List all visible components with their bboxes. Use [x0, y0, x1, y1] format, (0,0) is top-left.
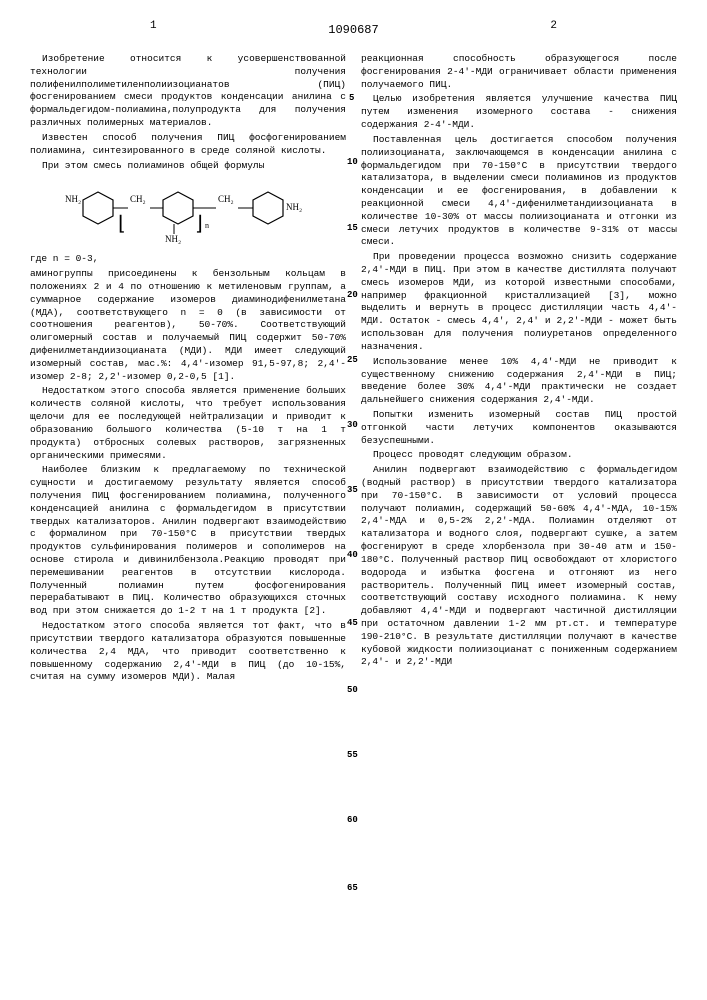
paragraph: Целью изобретения является улучшение кач…	[361, 93, 677, 131]
page-number-right: 2	[550, 20, 557, 32]
paragraph: Анилин подвергают взаимодействию с форма…	[361, 464, 677, 669]
svg-text:NH₂: NH₂	[65, 194, 81, 204]
line-number: 50	[347, 685, 358, 695]
line-number: 25	[347, 355, 358, 365]
line-number: 40	[347, 550, 358, 560]
paragraph: При этом смесь полиаминов общей формулы	[30, 160, 346, 173]
paragraph: При проведении процесса возможно снизить…	[361, 251, 677, 354]
text-columns: Изобретение относится к усовершенствован…	[30, 53, 677, 686]
paragraph: Известен способ получения ПИЦ фосфогенир…	[30, 132, 346, 158]
svg-text:n: n	[205, 221, 209, 230]
page-header: 1 1090687 2	[30, 20, 677, 38]
left-column: Изобретение относится к усовершенствован…	[30, 53, 346, 686]
paragraph: где n = 0-3,	[30, 253, 346, 266]
line-number: 10	[347, 157, 358, 167]
paragraph: Использование менее 10% 4,4'-МДИ не прив…	[361, 356, 677, 407]
paragraph: Недостатком этого способа является тот ф…	[30, 620, 346, 684]
svg-text:⌊: ⌊	[118, 213, 126, 235]
paragraph: Наиболее близким к предлагаемому по техн…	[30, 464, 346, 618]
page-number-left: 1	[150, 20, 157, 32]
line-number: 20	[347, 290, 358, 300]
svg-text:⌋: ⌋	[195, 213, 203, 235]
line-number: 15	[347, 223, 358, 233]
paragraph: аминогруппы присоединены к бензольным ко…	[30, 268, 346, 383]
right-column: реакционная способность образующегося по…	[361, 53, 677, 686]
svg-text:NH₂: NH₂	[286, 202, 302, 212]
paragraph: Попытки изменить изомерный состав ПИЦ пр…	[361, 409, 677, 447]
svg-text:CH₂: CH₂	[130, 194, 146, 204]
document-page: 1 1090687 2 5 10 15 20 25 30 35 40 45 50…	[0, 0, 707, 1000]
document-number: 1090687	[328, 23, 378, 37]
line-number: 35	[347, 485, 358, 495]
line-number: 5	[349, 93, 354, 103]
line-number: 55	[347, 750, 358, 760]
line-number: 65	[347, 883, 358, 893]
svg-text:NH₂: NH₂	[165, 234, 181, 244]
paragraph: реакционная способность образующегося по…	[361, 53, 677, 91]
line-number: 30	[347, 420, 358, 430]
paragraph: Поставленная цель достигается способом п…	[361, 134, 677, 249]
paragraph: Недостатком этого способа является приме…	[30, 385, 346, 462]
paragraph: Изобретение относится к усовершенствован…	[30, 53, 346, 130]
line-number: 45	[347, 618, 358, 628]
chemical-formula: NH₂ CH₂ NH₂ ⌊ ⌋ n CH₂ NH₂	[30, 180, 346, 245]
paragraph: Процесс проводят следующим образом.	[361, 449, 677, 462]
svg-text:CH₂: CH₂	[218, 194, 234, 204]
line-number: 60	[347, 815, 358, 825]
